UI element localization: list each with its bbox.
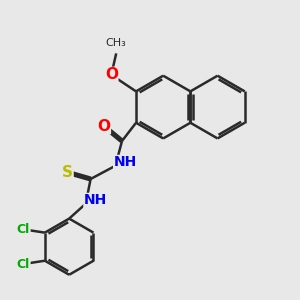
Text: NH: NH [114,155,137,170]
Text: NH: NH [84,194,107,207]
Text: Cl: Cl [17,257,30,271]
Text: S: S [62,165,73,180]
Text: O: O [105,68,118,82]
Text: Cl: Cl [17,223,30,236]
Text: O: O [97,118,110,134]
Text: CH₃: CH₃ [106,38,127,48]
